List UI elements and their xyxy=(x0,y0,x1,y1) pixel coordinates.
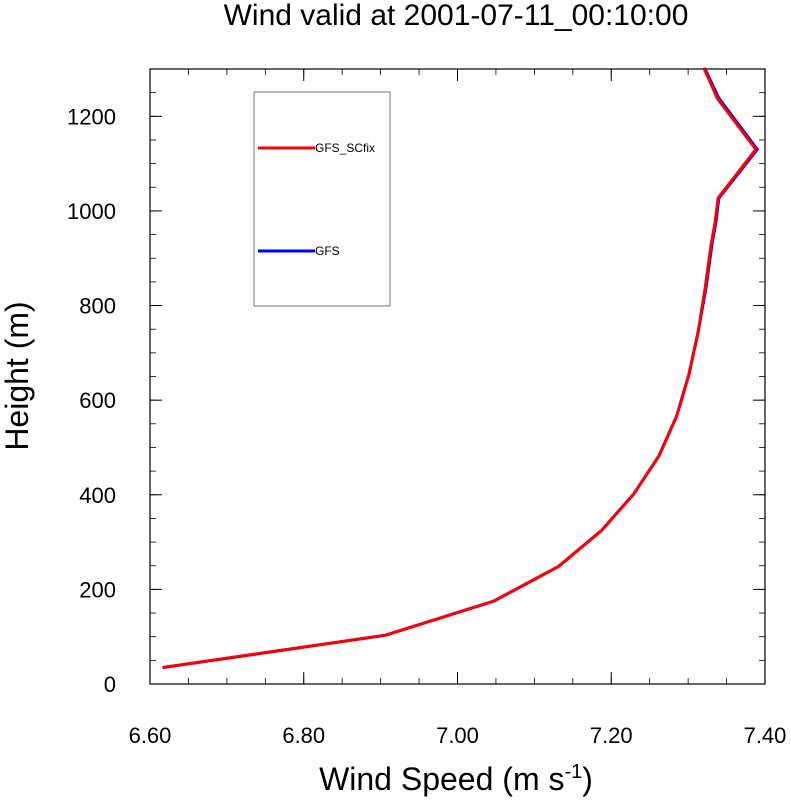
axis-ticks xyxy=(149,68,766,685)
x-axis-label-superscript: -1 xyxy=(564,761,582,783)
y-tick-label: 1000 xyxy=(67,199,116,224)
series-line-gfs xyxy=(162,67,759,669)
y-tick-label: 600 xyxy=(79,388,116,413)
x-tick-labels: 6.60 6.80 7.00 7.20 7.40 xyxy=(129,723,787,748)
y-tick-label: 800 xyxy=(79,294,116,319)
series-line-gfs-scfix xyxy=(162,67,758,669)
y-tick-label: 400 xyxy=(79,483,116,508)
x-axis-label: Wind Speed (m s-1) xyxy=(319,761,593,797)
legend-label-gfs-scfix: GFS_SCfix xyxy=(315,141,375,155)
x-tick-label: 7.00 xyxy=(436,723,479,748)
plot-frame xyxy=(149,68,766,685)
chart-title: Wind valid at 2001-07-11_00:10:00 xyxy=(224,0,689,32)
y-tick-label: 1200 xyxy=(67,104,116,129)
x-tick-label: 7.20 xyxy=(590,723,633,748)
legend-box xyxy=(253,91,391,307)
y-tick-labels: 0 200 400 600 800 1000 1200 xyxy=(67,104,116,697)
x-tick-label: 6.60 xyxy=(129,723,172,748)
y-tick-label: 200 xyxy=(79,577,116,602)
y-tick-label: 0 xyxy=(104,672,116,697)
y-axis-label: Height (m) xyxy=(0,301,35,450)
legend: GFS_SCfix GFS xyxy=(253,91,391,307)
x-axis-label-end: ) xyxy=(582,761,593,797)
x-tick-label: 7.40 xyxy=(744,723,787,748)
x-tick-label: 6.80 xyxy=(282,723,325,748)
legend-label-gfs: GFS xyxy=(315,244,340,258)
series-lines xyxy=(162,67,759,669)
